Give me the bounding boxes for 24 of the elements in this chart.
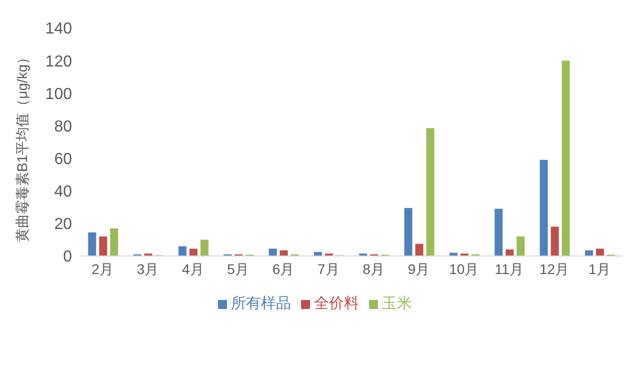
x-tick-label: 7月 bbox=[318, 260, 340, 277]
y-tick-label: 40 bbox=[54, 184, 72, 201]
y-tick-label: 60 bbox=[54, 150, 72, 168]
x-tick-label: 4月 bbox=[182, 260, 204, 277]
x-tick-label: 8月 bbox=[362, 260, 384, 277]
x-tick-label: 1月 bbox=[588, 260, 610, 277]
legend-label: 所有样品 bbox=[231, 295, 291, 312]
x-tick-label: 2月 bbox=[92, 260, 114, 277]
legend-label: 玉米 bbox=[382, 295, 412, 312]
x-tick-label: 3月 bbox=[136, 260, 159, 277]
x-tick-label: 6月 bbox=[272, 260, 294, 277]
y-tick-label: 140 bbox=[45, 20, 72, 38]
x-tick-label: 11月 bbox=[494, 260, 524, 277]
y-tick-label: 20 bbox=[54, 216, 72, 234]
y-tick-label: 100 bbox=[45, 86, 72, 103]
x-tick-label: 10月 bbox=[449, 260, 479, 277]
x-tick-label: 9月 bbox=[408, 260, 430, 277]
y-axis-title: 黄曲霉毒素B1平均值（μg/kg） bbox=[14, 50, 30, 242]
y-tick-label: 80 bbox=[54, 118, 72, 136]
x-tick-label: 12月 bbox=[539, 260, 570, 277]
y-tick-label: 0 bbox=[63, 248, 72, 266]
x-tick-label: 5月 bbox=[227, 260, 249, 277]
y-tick-label: 120 bbox=[45, 53, 72, 70]
legend-label: 全价料 bbox=[314, 295, 359, 312]
